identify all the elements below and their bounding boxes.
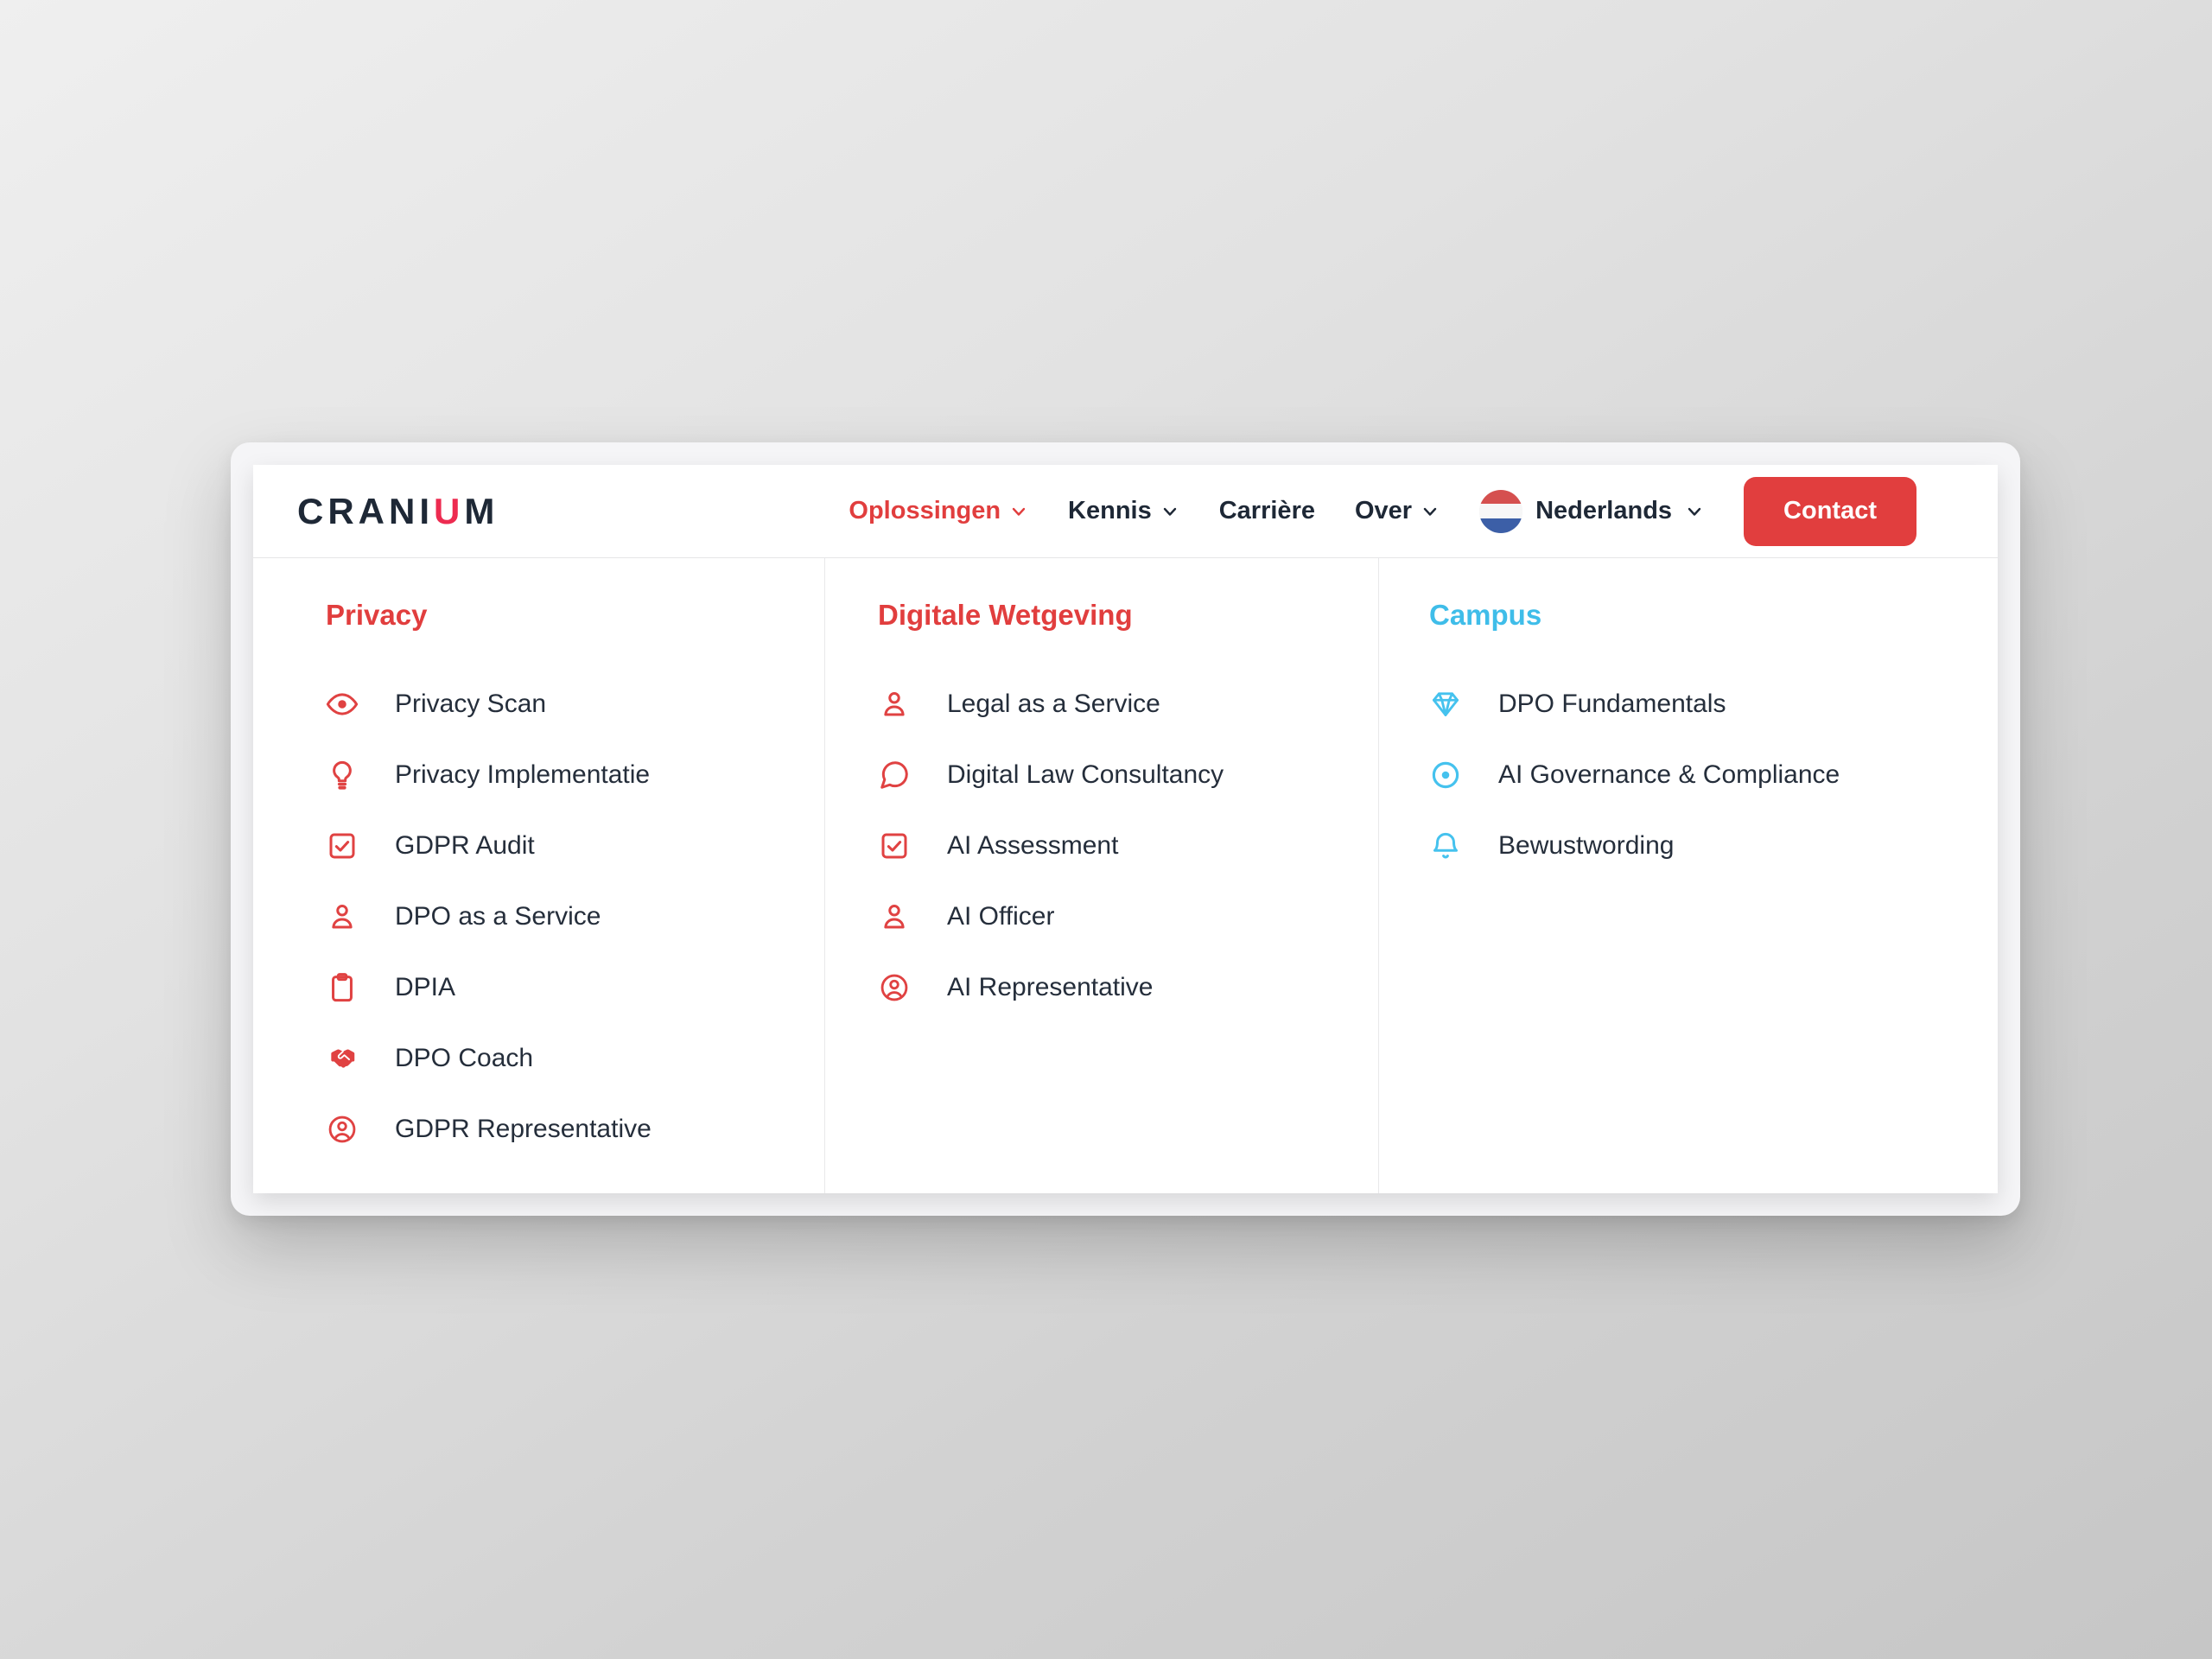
nav-item-over[interactable]: Over <box>1355 497 1440 525</box>
eye-icon <box>326 693 359 715</box>
menu-item-ai-assessment[interactable]: AI Assessment <box>878 810 1378 881</box>
contact-button-label: Contact <box>1783 497 1877 524</box>
menu-item-label: DPIA <box>395 973 456 1001</box>
menu-item-label: Privacy Implementatie <box>395 760 651 789</box>
menu-item-ai-governance-compliance[interactable]: AI Governance & Compliance <box>1429 740 1998 810</box>
menu-column-digitale-wetgeving: Digitale Wetgeving Legal as a Service Di… <box>824 558 1378 1193</box>
menu-item-dpo-as-a-service[interactable]: DPO as a Service <box>326 881 824 952</box>
user-circle-icon <box>328 1116 356 1143</box>
menu-item-dpia[interactable]: DPIA <box>326 952 824 1023</box>
logo-prefix: CRANI <box>297 490 434 531</box>
column-heading: Campus <box>1429 599 1542 631</box>
menu-item-label: GDPR Audit <box>395 831 535 860</box>
menu-item-label: AI Officer <box>947 902 1055 931</box>
menu-item-gdpr-audit[interactable]: GDPR Audit <box>326 810 824 881</box>
cranium-logo[interactable]: CRANIUM <box>297 491 499 532</box>
checkbox-icon <box>881 833 907 859</box>
menu-item-digital-law-consultancy[interactable]: Digital Law Consultancy <box>878 740 1378 810</box>
menu-column-privacy: Privacy Privacy Scan Privacy Implementat… <box>253 558 824 1193</box>
menu-item-ai-representative[interactable]: AI Representative <box>878 952 1378 1023</box>
menu-item-label: Digital Law Consultancy <box>947 760 1224 789</box>
mega-menu-panel: Privacy Privacy Scan Privacy Implementat… <box>253 558 1998 1193</box>
handshake-icon <box>330 1048 356 1069</box>
menu-item-label: DPO Coach <box>395 1044 534 1072</box>
site-header: CRANIUM Oplossingen Kennis Carrière Over <box>253 465 1998 558</box>
user-icon <box>884 904 905 929</box>
menu-item-gdpr-representative[interactable]: GDPR Representative <box>326 1094 824 1165</box>
user-icon <box>332 904 353 929</box>
user-icon <box>884 691 905 716</box>
menu-list: Legal as a Service Digital Law Consultan… <box>878 669 1378 1023</box>
checkbox-icon <box>329 833 355 859</box>
browser-frame: CRANIUM Oplossingen Kennis Carrière Over <box>231 442 2020 1216</box>
menu-item-label: DPO Fundamentals <box>1498 690 1726 718</box>
chevron-down-icon <box>1163 507 1176 516</box>
language-label: Nederlands <box>1535 497 1673 524</box>
menu-item-label: GDPR Representative <box>395 1115 652 1143</box>
lightbulb-icon <box>326 759 359 791</box>
column-heading: Digitale Wetgeving <box>878 599 1133 631</box>
logo-suffix: M <box>464 490 499 531</box>
nav-item-oplossingen[interactable]: Oplossingen <box>849 497 1028 525</box>
menu-item-label: AI Governance & Compliance <box>1498 760 1840 789</box>
menu-item-label: DPO as a Service <box>395 902 601 931</box>
site-window: CRANIUM Oplossingen Kennis Carrière Over <box>253 465 1998 1193</box>
nav-label: Kennis <box>1068 497 1152 524</box>
menu-item-label: Bewustwording <box>1498 831 1675 860</box>
menu-item-label: AI Representative <box>947 973 1154 1001</box>
language-selector[interactable]: Nederlands <box>1479 489 1704 533</box>
target-icon <box>1432 761 1459 789</box>
bell-icon <box>1433 832 1459 859</box>
chevron-down-icon <box>1012 507 1026 516</box>
menu-item-label: Legal as a Service <box>947 690 1160 718</box>
nav-label: Oplossingen <box>849 497 1001 524</box>
user-circle-icon <box>880 974 908 1001</box>
column-heading: Privacy <box>326 599 428 631</box>
menu-column-campus: Campus DPO Fundamentals AI Governance & … <box>1378 558 1998 1193</box>
main-nav: Oplossingen Kennis Carrière Over <box>849 476 1916 546</box>
nav-item-kennis[interactable]: Kennis <box>1068 497 1179 525</box>
menu-item-ai-officer[interactable]: AI Officer <box>878 881 1378 952</box>
contact-button[interactable]: Contact <box>1744 476 1916 546</box>
menu-item-legal-as-a-service[interactable]: Legal as a Service <box>878 669 1378 740</box>
chat-bubble-icon <box>880 761 908 789</box>
chevron-down-icon <box>1423 507 1437 516</box>
menu-item-bewustwording[interactable]: Bewustwording <box>1429 810 1998 881</box>
menu-item-label: Privacy Scan <box>395 690 547 718</box>
logo-accent-letter: U <box>434 490 465 531</box>
menu-list: DPO Fundamentals AI Governance & Complia… <box>1429 669 1998 881</box>
menu-item-dpo-fundamentals[interactable]: DPO Fundamentals <box>1429 669 1998 740</box>
menu-item-privacy-scan[interactable]: Privacy Scan <box>326 669 824 740</box>
clipboard-icon <box>332 973 353 1002</box>
menu-list: Privacy Scan Privacy Implementatie GDPR … <box>326 669 824 1165</box>
menu-item-dpo-coach[interactable]: DPO Coach <box>326 1023 824 1094</box>
nav-label: Carrière <box>1218 497 1315 524</box>
nav-label: Over <box>1354 497 1413 524</box>
nav-item-carriere[interactable]: Carrière <box>1219 497 1315 525</box>
menu-item-label: AI Assessment <box>947 831 1119 860</box>
netherlands-flag-icon <box>1479 489 1523 533</box>
menu-item-privacy-implementatie[interactable]: Privacy Implementatie <box>326 740 824 810</box>
diamond-icon <box>1432 692 1459 716</box>
chevron-down-icon <box>1688 507 1701 516</box>
